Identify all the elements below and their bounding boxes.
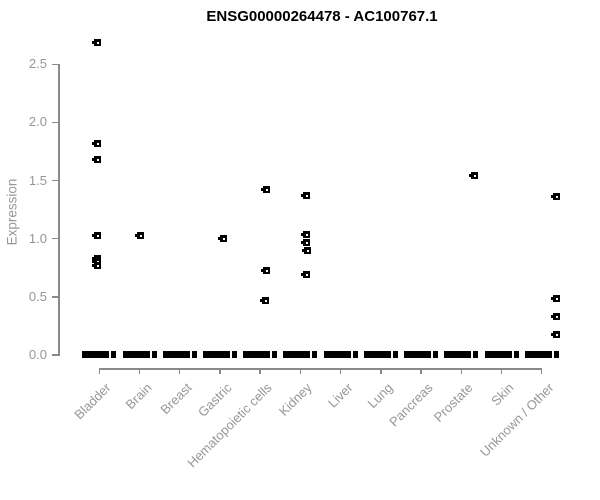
- x-tick-label: Lung: [364, 380, 396, 412]
- y-tick-label: 1.5: [28, 172, 47, 188]
- x-tick-label: Brain: [122, 380, 155, 413]
- data-point: [218, 235, 228, 243]
- x-tick: [178, 368, 181, 374]
- data-point: [91, 261, 101, 269]
- y-tick: [52, 237, 59, 240]
- data-point: [300, 192, 310, 200]
- zero-expression-bar: [243, 351, 271, 358]
- y-tick-label: 1.0: [28, 230, 47, 246]
- zero-expression-bar-cap: [312, 351, 318, 358]
- zero-expression-bar: [524, 351, 552, 358]
- x-tick-label: Prostate: [431, 380, 476, 425]
- chart-title: ENSG00000264478 - AC100767.1: [206, 8, 438, 25]
- zero-expression-bar-cap: [392, 351, 398, 358]
- data-point: [468, 172, 478, 180]
- data-point: [300, 230, 310, 238]
- data-point: [551, 330, 561, 338]
- zero-expression-bar-cap: [473, 351, 479, 358]
- y-tick: [52, 121, 59, 124]
- x-tick-label: Bladder: [71, 380, 114, 423]
- data-point: [91, 231, 101, 239]
- x-tick: [339, 368, 342, 374]
- y-tick-label: 0.0: [28, 347, 47, 362]
- data-point: [551, 193, 561, 201]
- data-point: [135, 231, 145, 239]
- zero-expression-bar: [363, 351, 391, 358]
- zero-expression-bar: [122, 351, 150, 358]
- x-tick: [259, 368, 261, 374]
- data-point: [91, 156, 101, 164]
- zero-expression-bar: [162, 351, 190, 358]
- zero-expression-bar-cap: [553, 351, 559, 358]
- y-axis-line: [58, 64, 60, 356]
- x-tick-label: Breast: [157, 380, 195, 418]
- x-tick: [380, 368, 382, 374]
- zero-expression-bar: [484, 351, 512, 358]
- data-point: [260, 186, 270, 194]
- x-tick: [219, 368, 221, 374]
- y-tick-label: 2.5: [28, 56, 47, 72]
- data-point: [551, 313, 561, 321]
- data-point: [260, 266, 270, 274]
- zero-expression-bar-cap: [231, 351, 237, 358]
- y-tick-label: 0.5: [28, 288, 47, 304]
- y-tick: [52, 63, 59, 65]
- data-point: [300, 238, 310, 246]
- zero-expression-bar-cap: [513, 351, 519, 358]
- x-tick: [500, 368, 503, 374]
- data-point: [301, 246, 311, 254]
- x-tick: [540, 368, 543, 374]
- y-tick: [52, 179, 59, 182]
- x-tick-label: Pancreas: [386, 380, 436, 430]
- x-tick: [420, 368, 422, 374]
- y-tick: [52, 354, 59, 356]
- x-tick: [460, 368, 463, 374]
- data-point: [300, 271, 310, 279]
- zero-expression-bar-cap: [433, 351, 439, 358]
- y-tick: [52, 296, 59, 298]
- x-tick-label: Unknown / Other: [476, 380, 557, 460]
- data-point: [551, 294, 561, 302]
- zero-expression-bar: [444, 351, 472, 358]
- data-point: [91, 38, 101, 46]
- zero-expression-bar: [323, 351, 351, 358]
- x-tick-label: Skin: [487, 380, 517, 409]
- zero-expression-bar: [82, 351, 110, 358]
- x-tick: [98, 368, 101, 374]
- y-tick-label: 2.0: [28, 114, 47, 130]
- data-point: [91, 139, 101, 147]
- data-point: [259, 296, 269, 304]
- zero-expression-bar-cap: [111, 351, 117, 358]
- x-tick-label: Kidney: [276, 380, 315, 419]
- zero-expression-bar: [202, 351, 230, 358]
- x-axis-line: [98, 368, 543, 370]
- x-tick: [138, 368, 141, 374]
- zero-expression-bar: [404, 351, 432, 358]
- x-tick-label: Liver: [324, 380, 356, 411]
- zero-expression-bar-cap: [272, 351, 278, 358]
- zero-expression-bar-cap: [151, 351, 157, 358]
- zero-expression-bar: [283, 351, 311, 358]
- zero-expression-bar-cap: [191, 351, 197, 358]
- x-tick: [299, 368, 302, 374]
- zero-expression-bar-cap: [352, 351, 358, 358]
